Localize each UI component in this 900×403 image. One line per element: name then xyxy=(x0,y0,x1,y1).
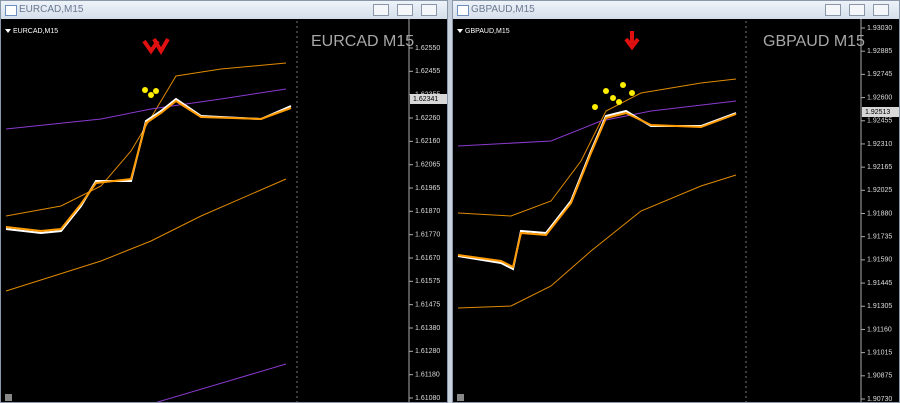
price-label: 1.61380 xyxy=(415,325,440,332)
label-arrow xyxy=(5,29,11,33)
price-label: 1.61770 xyxy=(415,232,440,239)
price-label: 1.90875 xyxy=(867,373,892,380)
chart-window: EURCAD,M15 EURCAD,M15 EURCAD M15 1.62550 1.… xyxy=(0,0,448,403)
current-price: 1.62341 xyxy=(413,96,438,103)
price-label: 1.91880 xyxy=(867,210,892,217)
price-label: 1.92310 xyxy=(867,141,892,148)
minimize[interactable] xyxy=(373,4,389,16)
chart-label: EURCAD,M15 xyxy=(13,28,58,35)
window-title: EURCAD,M15 xyxy=(19,4,84,15)
window-title: GBPAUD,M15 xyxy=(471,4,535,15)
price-label: 1.61475 xyxy=(415,302,440,309)
price-label: 1.62260 xyxy=(415,115,440,122)
price-label: 1.61180 xyxy=(415,372,440,379)
price-label: 1.61575 xyxy=(415,278,440,285)
price-label: 1.61080 xyxy=(415,395,440,402)
price-label: 1.61870 xyxy=(415,208,440,215)
title-bar: EURCAD,M15 xyxy=(1,1,447,19)
close[interactable] xyxy=(421,4,437,16)
price-label: 1.62455 xyxy=(415,68,440,75)
price-label: 1.61670 xyxy=(415,255,440,262)
maximize[interactable] xyxy=(849,4,865,16)
price-label: 1.91590 xyxy=(867,257,892,264)
symbol-label: EURCAD M15 xyxy=(311,33,414,50)
current-price-box xyxy=(410,94,447,104)
price-label: 1.92600 xyxy=(867,94,892,101)
symbol-label: GBPAUD M15 xyxy=(763,33,865,50)
chart-label: GBPAUD,M15 xyxy=(465,28,510,35)
price-label: 1.92885 xyxy=(867,48,892,55)
price-label: 1.61280 xyxy=(415,348,440,355)
price-label: 1.91735 xyxy=(867,234,892,241)
price-label: 1.91445 xyxy=(867,280,892,287)
price-label: 1.91160 xyxy=(867,326,892,333)
price-label: 1.62550 xyxy=(415,45,440,52)
chart-window: GBPAUD,M15 GBPAUD,M15 GBPAUD M15 1.93030 1.… xyxy=(452,0,900,403)
current-price: 1.92513 xyxy=(865,109,890,116)
price-label: 1.62065 xyxy=(415,162,440,169)
scroll-marker xyxy=(5,394,12,401)
price-label: 1.92025 xyxy=(867,187,892,194)
price-label: 1.61965 xyxy=(415,185,440,192)
price-label: 1.91015 xyxy=(867,349,892,356)
minimize[interactable] xyxy=(825,4,841,16)
current-price-box xyxy=(862,107,899,117)
price-label: 1.92455 xyxy=(867,118,892,125)
price-label: 1.62160 xyxy=(415,138,440,145)
price-label: 1.93030 xyxy=(867,25,892,32)
price-label: 1.91305 xyxy=(867,303,892,310)
label-arrow xyxy=(457,29,463,33)
scroll-marker xyxy=(457,394,464,401)
maximize[interactable] xyxy=(397,4,413,16)
price-label: 1.90730 xyxy=(867,396,892,403)
price-label: 1.92165 xyxy=(867,164,892,171)
price-label: 1.92745 xyxy=(867,71,892,78)
close[interactable] xyxy=(873,4,889,16)
title-bar: GBPAUD,M15 xyxy=(453,1,899,19)
